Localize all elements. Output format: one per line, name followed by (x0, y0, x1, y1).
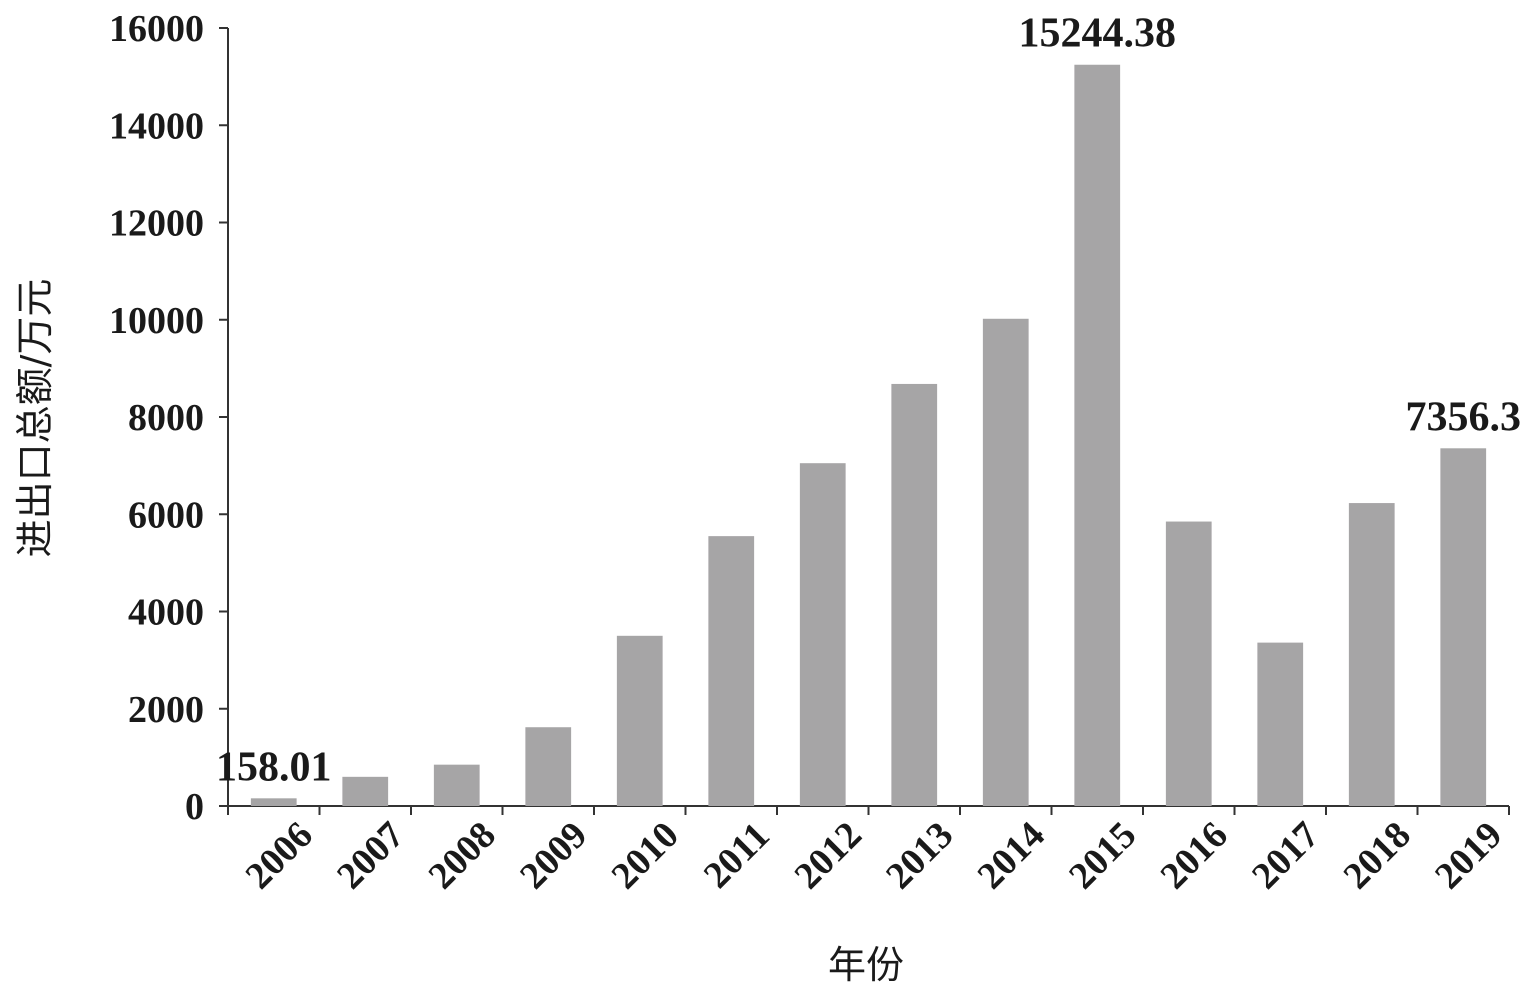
x-axis-title: 年份 (828, 943, 904, 987)
x-tick-label: 2014 (970, 814, 1053, 897)
bar-2019 (1440, 448, 1487, 806)
bar-2008 (433, 764, 480, 806)
x-tick-label: 2013 (878, 814, 961, 897)
y-axis: 0 2000 4000 6000 8000 10000 12000 14000 16000 (109, 8, 229, 828)
bar-2015 (1074, 64, 1121, 807)
x-tick-label: 2015 (1061, 814, 1144, 897)
y-tick-label: 8000 (128, 397, 204, 439)
bar-2014 (982, 318, 1029, 806)
bar-2009 (525, 727, 572, 806)
y-tick-label: 16000 (109, 8, 204, 50)
x-tick-label: 2018 (1336, 814, 1419, 897)
x-axis: 2006 2007 2008 2009 2010 2011 2012 2013 2014 2015… (227, 805, 1510, 897)
y-tick-label: 0 (185, 786, 204, 828)
x-tick-label: 2010 (604, 814, 687, 897)
x-tick-label: 2011 (696, 815, 778, 897)
data-label-2015: 15244.38 (1019, 11, 1177, 57)
data-labels: 158.01 15244.38 7356.3 (216, 11, 1521, 791)
bar-2011 (708, 536, 755, 806)
bar-2017 (1257, 642, 1304, 806)
data-label-2006: 158.01 (216, 744, 332, 790)
bar-2012 (799, 463, 846, 806)
bars (250, 64, 1487, 807)
x-tick-label: 2008 (421, 814, 504, 897)
bar-2010 (616, 635, 663, 806)
y-tick-label: 12000 (109, 203, 204, 245)
x-tick-label: 2017 (1244, 814, 1327, 897)
x-tick-label: 2009 (512, 814, 595, 897)
y-tick-label: 10000 (109, 300, 204, 342)
bar-2016 (1165, 521, 1212, 806)
bar-2007 (342, 776, 389, 806)
x-tick-label: 2006 (238, 814, 321, 897)
x-tick-label: 2019 (1427, 814, 1510, 897)
x-tick-label: 2012 (787, 814, 870, 897)
y-tick-label: 4000 (128, 592, 204, 634)
x-tick-label: 2007 (329, 814, 412, 897)
y-tick-label: 2000 (128, 689, 204, 731)
y-tick-label: 6000 (128, 494, 204, 536)
bar-2013 (891, 383, 938, 806)
y-tick-label: 14000 (109, 105, 204, 147)
x-tick-label: 2016 (1153, 814, 1236, 897)
y-axis-title: 进出口总额/万元 (13, 279, 57, 558)
bar-2006 (250, 798, 297, 806)
data-label-2019: 7356.3 (1406, 394, 1522, 440)
bar-2018 (1348, 503, 1395, 806)
